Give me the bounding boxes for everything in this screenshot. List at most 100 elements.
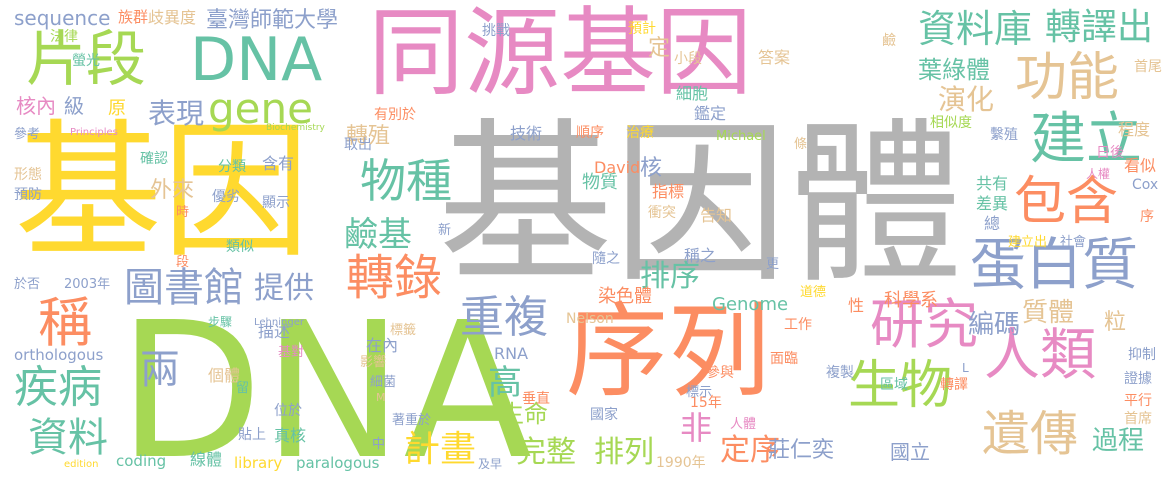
word: 形態 [14,167,42,183]
word: 族群 [118,8,149,26]
word: 個體 [208,366,241,385]
word: 遺傳 [982,406,1079,462]
word: 高 [488,363,522,403]
word: 有別於 [374,107,416,123]
word: 稱之 [684,246,717,265]
word: edition [64,459,99,470]
word: 面臨 [770,351,798,367]
word: 定 [648,36,671,61]
word: 平行 [1124,393,1152,409]
word: 演化 [938,83,995,116]
word: L [962,361,969,375]
word: sequence [14,6,111,30]
word: 首席 [1124,411,1152,427]
word: 鹼基 [344,215,412,255]
word: 性 [848,296,865,315]
word: 鹼 [882,33,896,49]
word: 序列 [566,293,770,412]
word: 線體 [190,450,223,469]
word: 證據 [1124,371,1152,387]
word: 建立出 [1008,235,1048,250]
word: 基因 [14,106,310,278]
word: 含有 [262,154,295,173]
word: 分類 [218,159,246,175]
word: 生命 [500,400,548,428]
word: 取出 [344,137,372,153]
word: 順序 [576,125,604,141]
word: 相似度 [930,115,972,131]
word: 1990年 [656,455,706,471]
word: 法律 [50,29,78,45]
word: 資料 [28,415,108,461]
word: 排列 [594,435,654,470]
word: 核 [640,156,663,181]
word: 標示 [686,385,713,400]
word: 確認 [140,151,168,167]
word: 轉譯出 [1045,7,1154,48]
word: 基因體 [438,104,963,307]
word: 參考 [14,127,41,142]
word: 首尾 [1134,59,1162,75]
word: 功能 [1015,48,1120,108]
word: 總 [984,214,1001,233]
word: 片段 [26,25,146,95]
word: 段 [176,255,190,270]
word: 非 [680,409,713,447]
word: 類似 [226,239,254,255]
word: 物質 [582,172,618,193]
word: 物種 [360,154,452,208]
word: 真核 [274,426,307,445]
word: 莊仁奕 [768,438,835,463]
word: 描述 [258,322,291,341]
word: orthologous [14,346,104,364]
word: 影響 [360,355,387,370]
word: 社會 [1060,235,1087,250]
word: 技術 [510,124,543,143]
word: 資料庫 [918,7,1033,51]
word: 條 [794,137,808,152]
word: 葉綠體 [918,56,990,84]
word: 中 [372,437,386,452]
word: 級 [64,94,84,118]
word: 小段 [674,51,702,67]
word: 在內 [366,336,399,355]
word: 著重於 [392,413,432,428]
word: 15年 [690,395,722,411]
word: Cox [1132,177,1159,193]
word: coding [116,452,167,470]
word: 核內 [16,94,56,118]
word: 疾病 [14,362,102,413]
word: 原 [108,98,126,119]
word: M [376,391,386,404]
word: 基對 [278,345,305,360]
word: 留 [236,381,250,396]
word: 程度 [1118,120,1151,139]
word: 序 [1140,209,1154,225]
word: Principles [70,127,118,138]
word: David [594,158,641,177]
word: 時 [176,205,190,220]
word: 及早 [478,457,503,471]
word: DNA [118,282,533,482]
word: 歧異度 [148,8,197,27]
word: 重複 [460,292,548,343]
word: 日後 [1096,145,1124,161]
word: 粒 [1104,310,1127,335]
word: 建立 [1030,107,1142,172]
word: 完整 [516,435,576,470]
word: 位於 [274,403,302,419]
word: 臺灣師範大學 [206,8,339,33]
word: 道德 [800,285,827,300]
word: gene [208,84,313,133]
word: 提供 [254,271,314,306]
word: RNA [494,344,529,363]
word: 細菌 [370,375,397,390]
word: 科學系 [884,290,938,311]
word: 鑑定 [694,104,727,123]
word: 更 [766,257,780,272]
word: 共有 [976,174,1009,193]
word: 定序 [720,433,780,468]
word: 區域 [880,377,908,393]
word: 治療 [626,125,654,141]
word: 編碼 [968,310,1021,340]
